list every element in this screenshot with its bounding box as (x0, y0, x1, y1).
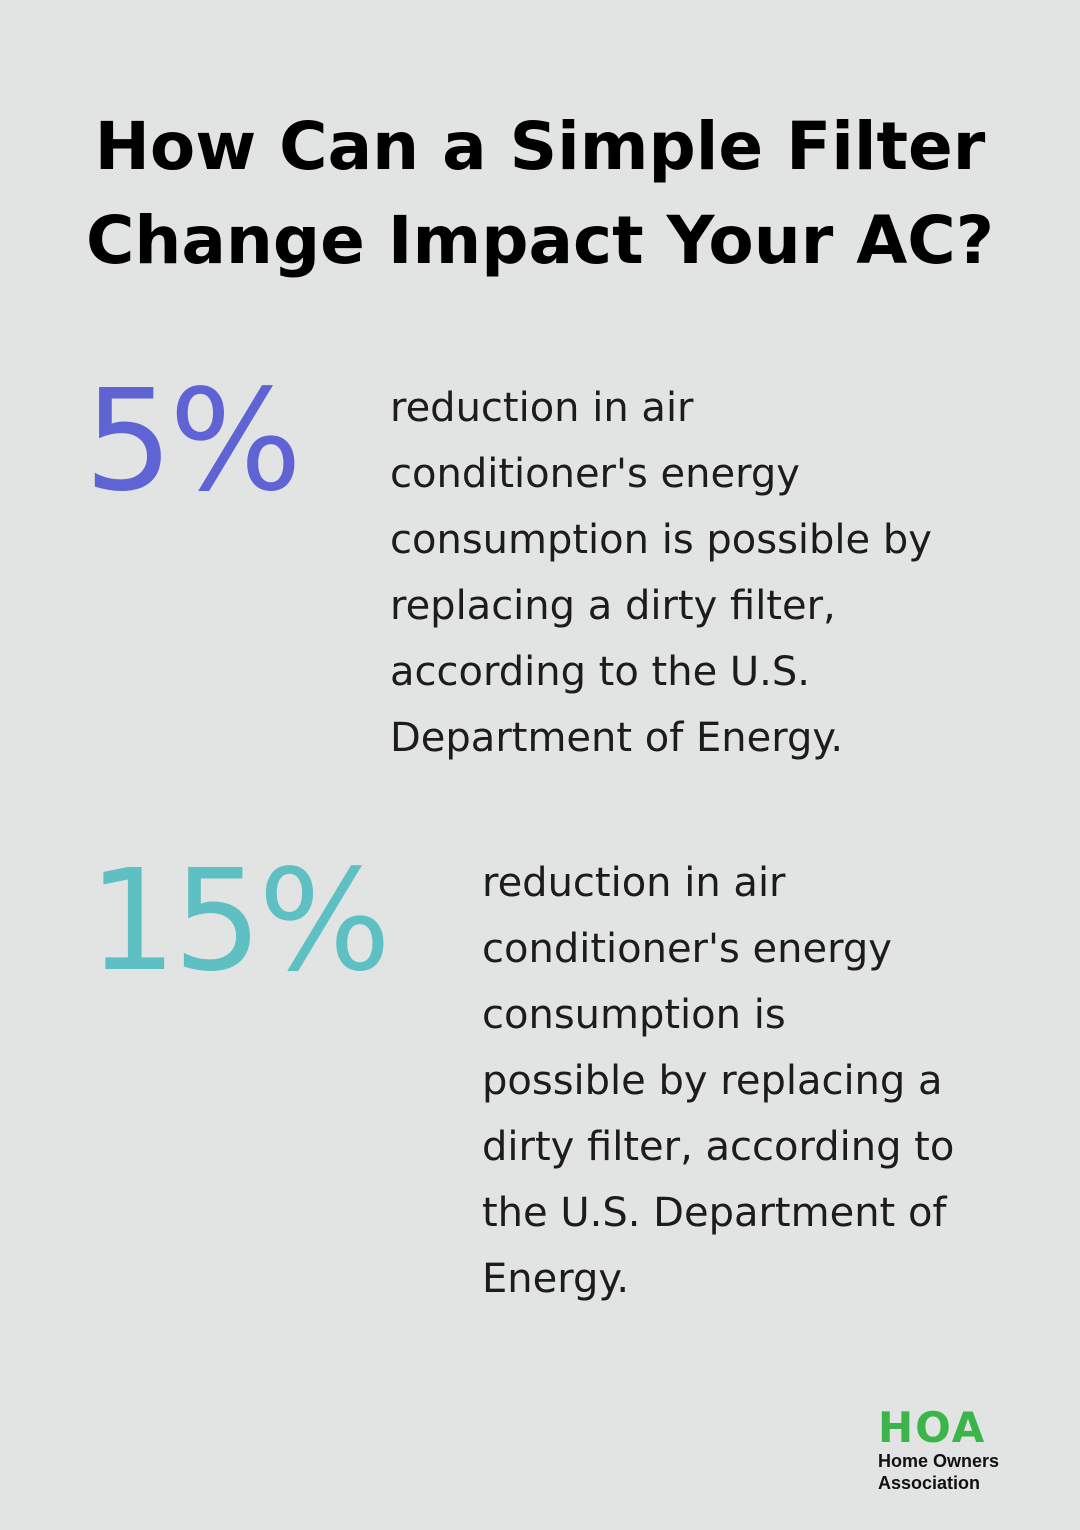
stat-value-5-percent: 5% (84, 360, 302, 523)
hoa-logo-text: Home Owners Association (878, 1450, 999, 1494)
stat-description-line: conditioner's energy (390, 451, 800, 497)
stat-description-line: Department of Energy. (390, 715, 844, 761)
stat-description-line: consumption is (482, 992, 786, 1038)
hoa-logo-line-1: Home Owners (878, 1451, 1000, 1471)
stat-value-15-percent: 15% (88, 840, 391, 1003)
hoa-logo-mark: HOA (878, 1403, 987, 1452)
stat-description-line: dirty filter, according to (482, 1124, 955, 1170)
hoa-logo: HOA Home Owners Association (878, 1403, 1048, 1498)
page-title-line-2: Change Impact Your AC? (85, 202, 995, 279)
page-title-line-1: How Can a Simple Filter (94, 108, 986, 185)
stat-description-line: according to the U.S. (390, 649, 810, 695)
stat-description-line: consumption is possible by (390, 517, 932, 563)
stat-description-line: possible by replacing a (482, 1058, 943, 1104)
stat-description-line: reduction in air (482, 860, 786, 906)
hoa-logo-line-2: Association (878, 1473, 981, 1493)
stat-description-5-percent: reduction in air conditioner's energy co… (390, 375, 932, 771)
stat-description-line: reduction in air (390, 385, 694, 431)
stat-description-line: the U.S. Department of (482, 1190, 947, 1236)
stat-description-line: replacing a dirty filter, (390, 583, 836, 629)
stat-description-line: Energy. (482, 1256, 630, 1302)
stat-description-15-percent: reduction in air conditioner's energy co… (482, 850, 954, 1312)
stat-description-line: conditioner's energy (482, 926, 892, 972)
page-title: How Can a Simple Filter Change Impact Yo… (0, 100, 1080, 288)
